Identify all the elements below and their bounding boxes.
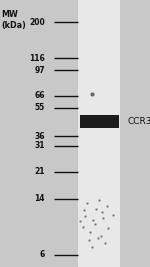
Text: MW
(kDa): MW (kDa)	[2, 10, 26, 30]
Text: 6: 6	[40, 250, 45, 260]
Polygon shape	[78, 0, 120, 267]
Text: 31: 31	[34, 142, 45, 151]
Text: 36: 36	[34, 132, 45, 140]
Text: 116: 116	[29, 54, 45, 63]
Text: 21: 21	[34, 167, 45, 176]
Text: 55: 55	[35, 103, 45, 112]
Polygon shape	[80, 115, 118, 128]
Text: CCR3: CCR3	[128, 117, 150, 126]
Text: 14: 14	[34, 194, 45, 203]
Text: 200: 200	[29, 18, 45, 27]
Text: 66: 66	[34, 91, 45, 100]
Text: 97: 97	[34, 66, 45, 75]
